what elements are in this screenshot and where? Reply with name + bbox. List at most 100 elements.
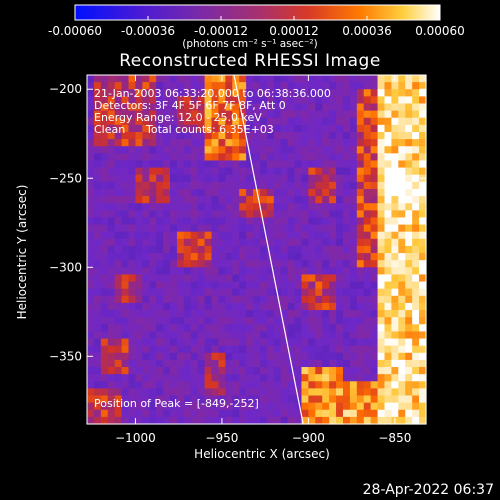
heatmap-cell (356, 253, 365, 261)
heatmap-cell (398, 146, 406, 154)
heatmap-cell (107, 317, 116, 325)
heatmap-cell (107, 388, 116, 397)
heatmap-cell (336, 217, 344, 226)
heatmap-cell (204, 224, 213, 233)
heatmap-cell (190, 103, 199, 112)
heatmap-cell (384, 395, 393, 404)
heatmap-cell (349, 210, 358, 219)
heatmap-cell (87, 359, 95, 368)
heatmap-cell (100, 188, 109, 197)
heatmap-cell (405, 188, 413, 197)
heatmap-cell (190, 267, 199, 276)
heatmap-cell (294, 124, 303, 133)
heatmap-cell (183, 267, 192, 276)
heatmap-cell (170, 352, 178, 361)
heatmap-cell (377, 146, 386, 154)
heatmap-cell (107, 352, 116, 361)
heatmap-cell (190, 381, 199, 389)
heatmap-cell (266, 117, 275, 126)
heatmap-cell (294, 374, 303, 382)
heatmap-cell (149, 374, 157, 382)
heatmap-cell (301, 153, 309, 162)
heatmap-cell (419, 217, 427, 226)
heatmap-cell (225, 245, 233, 254)
heatmap-cell (405, 409, 413, 418)
x-tick-label: −900 (292, 431, 325, 445)
heatmap-cell (190, 317, 199, 325)
heatmap-cell (322, 174, 330, 183)
heatmap-cell (253, 338, 261, 347)
heatmap-cell (128, 281, 137, 290)
heatmap-cell (218, 110, 226, 119)
heatmap-cell (370, 203, 379, 211)
heatmap-cell (294, 409, 303, 418)
heatmap-cell (329, 295, 337, 304)
heatmap-cell (405, 338, 413, 347)
heatmap-cell (128, 345, 137, 354)
heatmap-cell (239, 245, 247, 254)
heatmap-cell (135, 174, 143, 183)
heatmap-cell (253, 416, 261, 425)
heatmap-cell (253, 110, 261, 119)
heatmap-cell (176, 217, 185, 226)
heatmap-cell (294, 217, 303, 226)
heatmap-cell (336, 231, 344, 240)
heatmap-cell (87, 295, 95, 304)
heatmap-cell (190, 153, 199, 162)
heatmap-cell (370, 110, 379, 119)
heatmap-cell (239, 203, 247, 211)
heatmap-cell (114, 203, 123, 211)
heatmap-cell (163, 139, 171, 147)
heatmap-cell (170, 96, 178, 105)
heatmap-cell (412, 352, 420, 361)
heatmap-cell (246, 260, 254, 268)
heatmap-cell (342, 295, 351, 304)
heatmap-cell (405, 139, 413, 147)
heatmap-cell (93, 374, 102, 382)
heatmap-cell (398, 388, 406, 397)
heatmap-cell (107, 367, 116, 375)
heatmap-cell (239, 103, 247, 112)
heatmap-cell (190, 345, 199, 354)
heatmap-cell (280, 167, 289, 176)
heatmap-cell (322, 338, 330, 347)
heatmap-cell (190, 196, 199, 204)
heatmap-cell (349, 117, 358, 126)
heatmap-cell (163, 174, 171, 183)
heatmap-cell (183, 82, 192, 90)
heatmap-cell (93, 217, 102, 226)
heatmap-cell (246, 274, 254, 283)
heatmap-cell (204, 267, 213, 276)
heatmap-cell (370, 345, 379, 354)
heatmap-cell (301, 131, 309, 140)
heatmap-cells (87, 75, 427, 425)
heatmap-cell (163, 217, 171, 226)
heatmap-cell (301, 302, 309, 311)
heatmap-cell (197, 124, 206, 133)
heatmap-cell (342, 110, 351, 119)
heatmap-cell (315, 82, 323, 90)
heatmap-cell (405, 224, 413, 233)
heatmap-cell (142, 117, 150, 126)
heatmap-cell (128, 359, 137, 368)
heatmap-cell (419, 103, 427, 112)
heatmap-cell (273, 331, 282, 340)
heatmap-cell (121, 381, 130, 389)
heatmap-cell (163, 153, 171, 162)
heatmap-cell (142, 302, 150, 311)
heatmap-cell (315, 160, 323, 169)
heatmap-cell (170, 245, 178, 254)
heatmap-cell (246, 374, 254, 382)
heatmap-cell (280, 160, 289, 169)
heatmap-cell (301, 260, 309, 268)
heatmap-cell (398, 160, 406, 169)
heatmap-cell (266, 402, 275, 411)
heatmap-cell (170, 281, 178, 290)
heatmap-cell (308, 89, 316, 97)
heatmap-cell (253, 245, 261, 254)
heatmap-cell (246, 82, 254, 90)
heatmap-cell (128, 146, 137, 154)
heatmap-cell (135, 196, 143, 204)
heatmap-cell (87, 153, 95, 162)
heatmap-cell (377, 374, 386, 382)
